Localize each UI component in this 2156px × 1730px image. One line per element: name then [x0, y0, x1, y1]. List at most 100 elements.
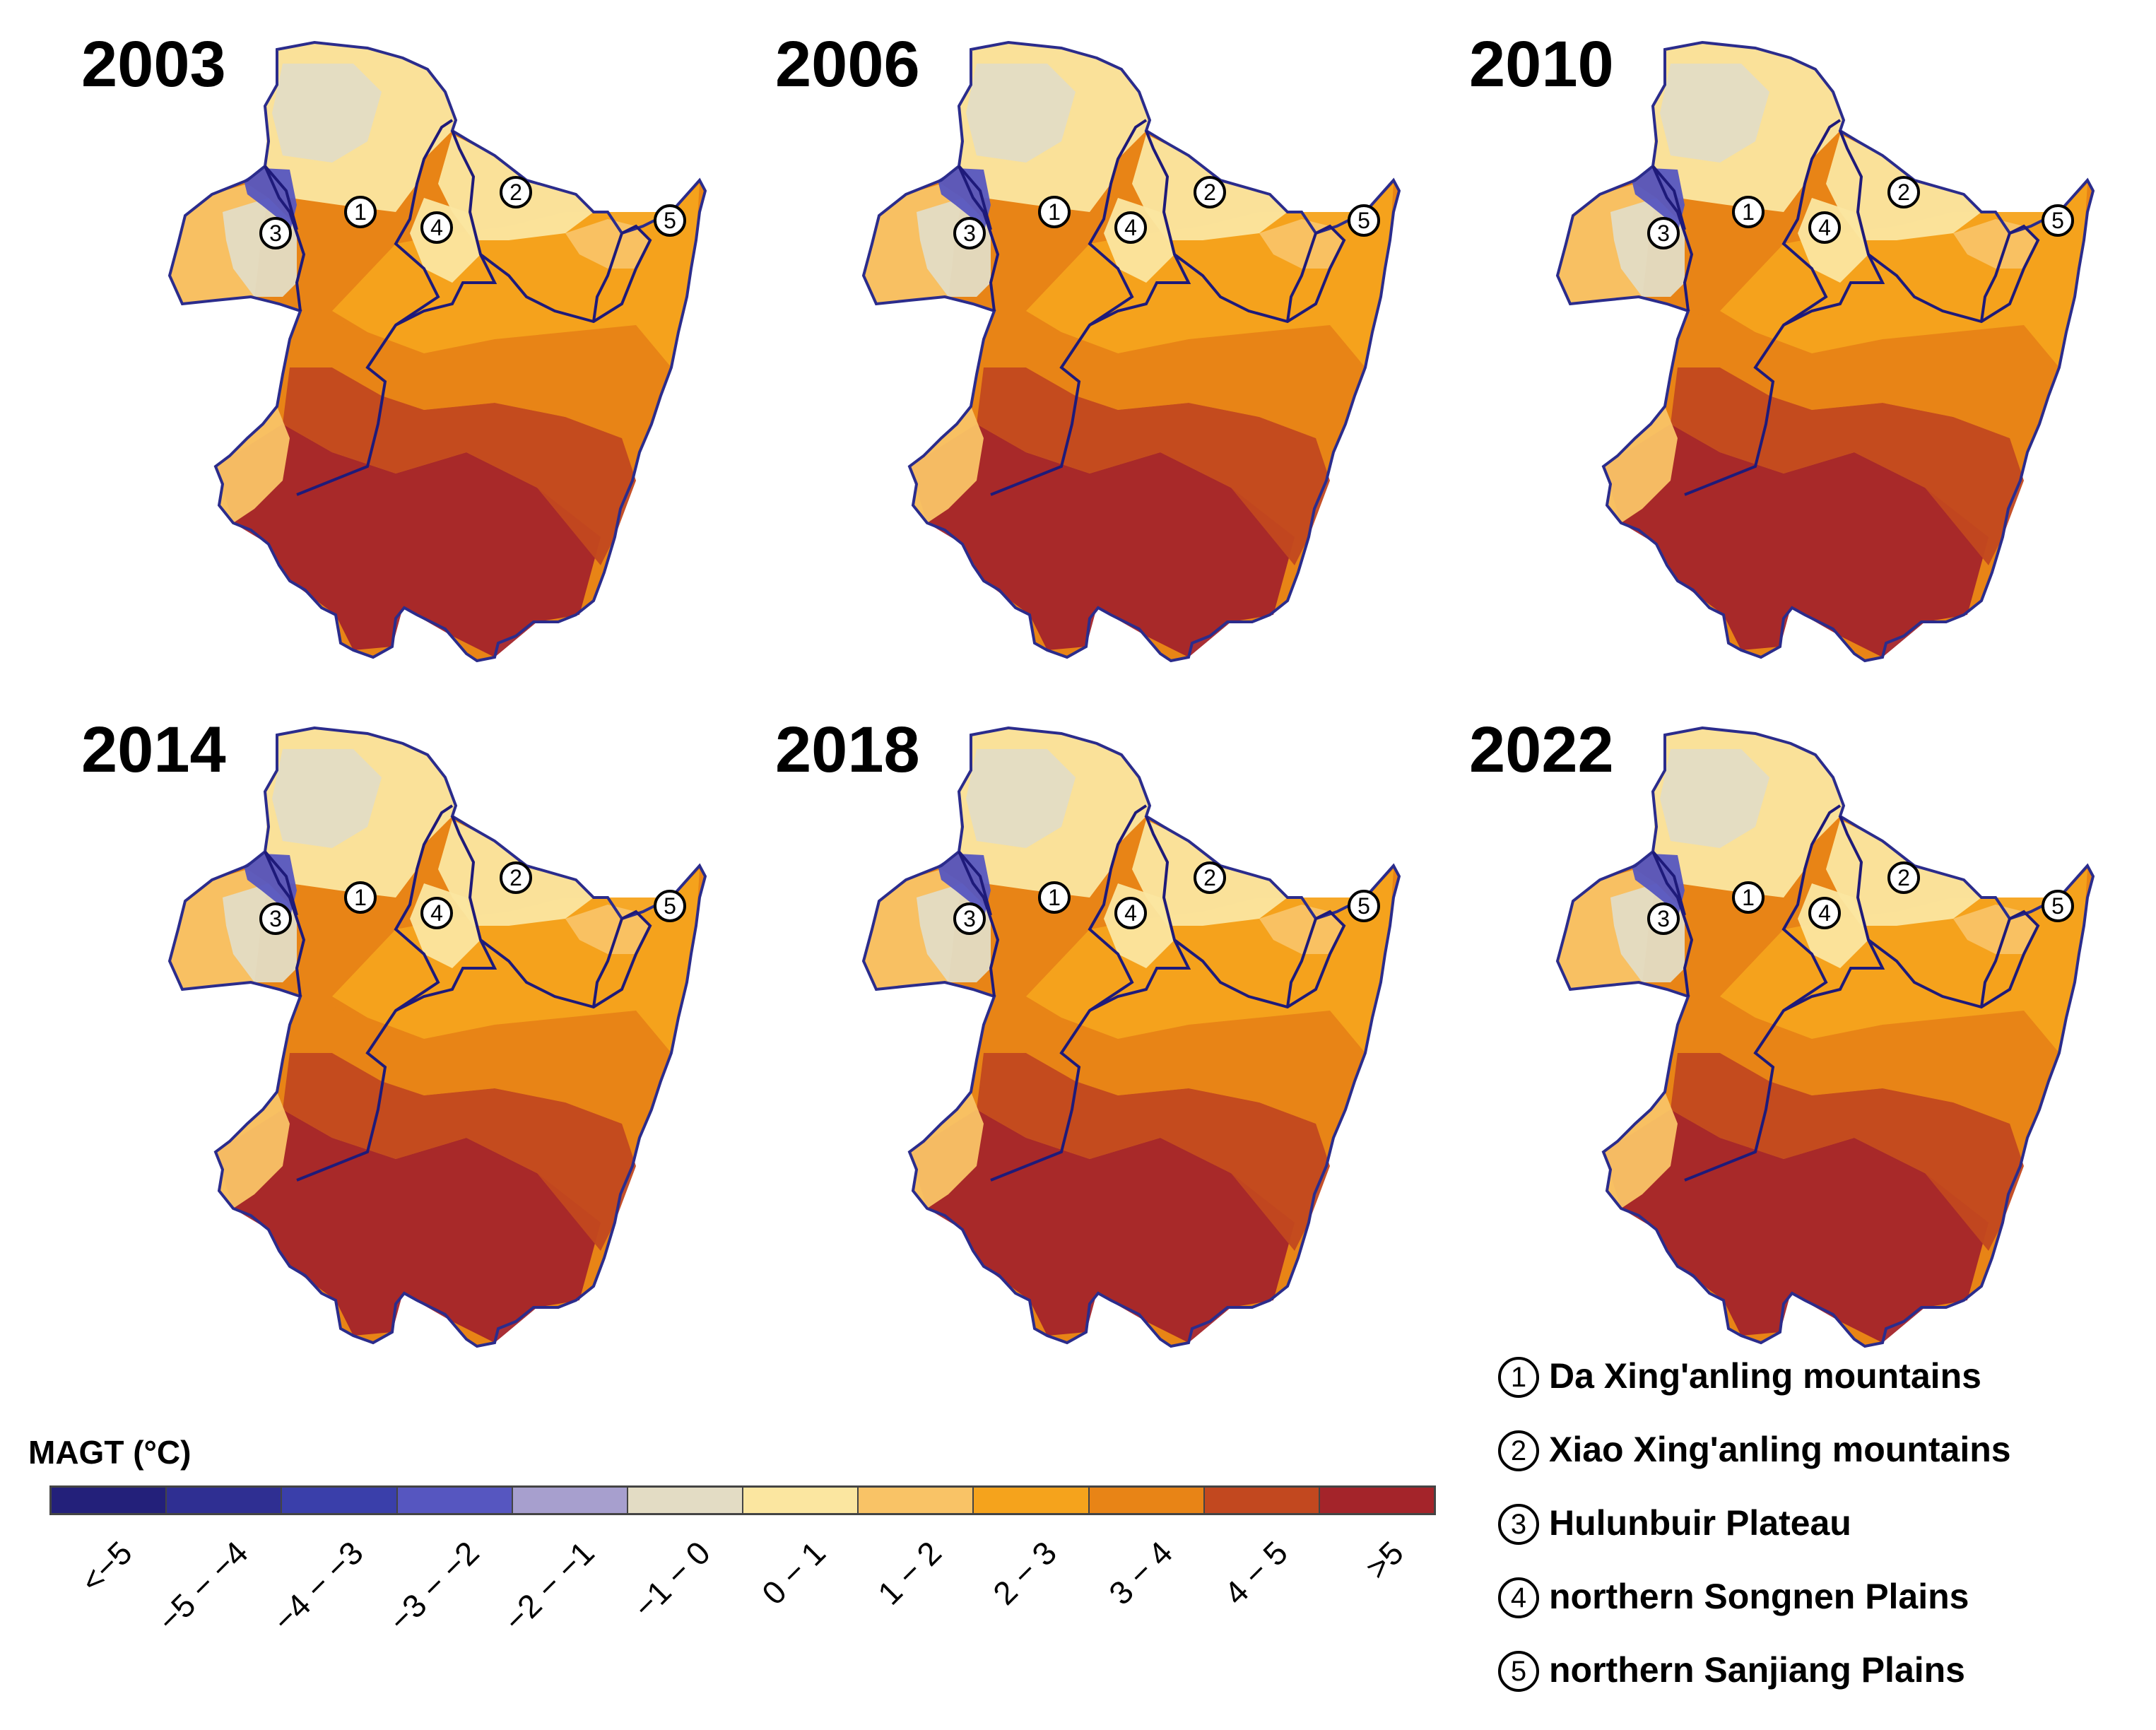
region-number-marker: 3 — [953, 902, 986, 935]
region-number-marker: 2 — [500, 176, 532, 208]
temperature-map — [167, 726, 707, 1348]
legend-number: 5 — [1498, 1651, 1539, 1692]
temperature-zone — [1632, 168, 1685, 233]
region-boundary — [264, 165, 306, 312]
temperature-zone — [909, 1110, 1295, 1343]
study-area-boundary — [1555, 40, 2095, 663]
temperature-map — [1555, 726, 2095, 1348]
colorbar-swatch — [1319, 1488, 1435, 1513]
region-number-marker: 4 — [1808, 897, 1841, 929]
region-number-marker: 3 — [1647, 217, 1680, 249]
colorbar-swatch — [282, 1488, 398, 1513]
temperature-zone — [244, 168, 297, 233]
legend-label: Hulunbuir Plateau — [1549, 1503, 1851, 1543]
region-number-marker: 5 — [654, 890, 686, 922]
region-boundary — [1286, 918, 1317, 1008]
colorbar-tick-label: 3 − 4 — [1101, 1534, 1179, 1612]
legend-number: 2 — [1498, 1430, 1539, 1471]
region-boundary — [1173, 224, 1346, 324]
region-number-marker: 1 — [1732, 881, 1765, 914]
region-boundary — [592, 233, 623, 322]
region-boundary — [1684, 119, 1842, 496]
region-boundary — [1651, 851, 1694, 997]
temperature-zone — [1603, 424, 1989, 657]
map-panel: 2010 1 2 3 4 5 — [1388, 0, 2095, 685]
region-boundary — [592, 918, 623, 1008]
colorbar-swatch — [167, 1488, 283, 1513]
region-boundary — [296, 119, 454, 496]
region-boundary — [1783, 816, 1885, 1012]
legend-label: Xiao Xing'anling mountains — [1549, 1430, 2011, 1469]
colorbar-tick-label: 0 − 1 — [755, 1534, 833, 1612]
map-panel: 2022 1 2 3 4 5 — [1388, 685, 2095, 1371]
region-number-marker: 1 — [1732, 196, 1765, 228]
panel-year-label: 2006 — [775, 28, 920, 100]
temperature-zone — [216, 1110, 601, 1343]
region-number-marker: 1 — [1038, 881, 1071, 914]
region-boundary — [1651, 165, 1686, 230]
colorbar-tick-label: −1 − 0 — [625, 1534, 717, 1625]
region-number-marker: 1 — [344, 196, 377, 228]
temperature-zone — [977, 367, 1330, 565]
temperature-zone — [909, 424, 1295, 657]
region-number-marker: 1 — [344, 881, 377, 914]
region-number-marker: 3 — [953, 217, 986, 249]
region-boundary — [395, 130, 497, 326]
region-boundary — [958, 165, 992, 230]
region-boundary — [1089, 130, 1191, 326]
region-boundary — [958, 851, 1000, 997]
study-area-boundary — [861, 40, 1401, 663]
region-boundary — [479, 224, 652, 324]
region-boundary — [1651, 165, 1694, 312]
temperature-zone — [272, 749, 382, 848]
temperature-zone — [283, 367, 636, 565]
region-number-marker: 4 — [1114, 211, 1147, 244]
temperature-map — [1555, 40, 2095, 663]
colorbar-swatch — [1089, 1488, 1205, 1513]
map-panel: 2018 1 2 3 4 5 — [694, 685, 1401, 1371]
legend-label: northern Sanjiang Plains — [1549, 1650, 1965, 1690]
temperature-zone — [938, 168, 991, 233]
temperature-map — [861, 40, 1401, 663]
temperature-zone — [977, 1053, 1330, 1251]
region-boundary — [958, 165, 1000, 312]
temperature-zone — [1632, 854, 1685, 919]
region-number-marker: 3 — [1647, 902, 1680, 935]
temperature-map — [167, 40, 707, 663]
colorbar-title: MAGT (°C) — [28, 1434, 192, 1471]
region-boundary — [1286, 233, 1317, 322]
legend-label: Da Xing'anling mountains — [1549, 1356, 1981, 1396]
colorbar-swatch — [974, 1488, 1090, 1513]
colorbar-tick-label: −3 − −2 — [381, 1534, 486, 1639]
map-panel: 2003 1 2 3 4 5 — [0, 0, 707, 685]
legend-label: northern Songnen Plains — [1549, 1577, 1969, 1616]
region-boundary — [264, 851, 306, 997]
colorbar-swatch — [743, 1488, 859, 1513]
colorbar-tick-label: >5 — [1357, 1534, 1410, 1587]
colorbar-swatch — [397, 1488, 513, 1513]
colorbar-swatch — [52, 1488, 167, 1513]
map-panel: 2014 1 2 3 4 5 — [0, 685, 707, 1371]
region-boundary — [1089, 816, 1191, 1012]
colorbar-swatch — [628, 1488, 744, 1513]
temperature-zone — [1603, 1092, 1678, 1208]
study-area-boundary — [167, 40, 707, 663]
region-boundary — [990, 804, 1148, 1182]
temperature-zone — [1603, 406, 1678, 523]
temperature-zone — [909, 406, 984, 523]
region-number-marker: 3 — [259, 217, 292, 249]
region-number-marker: 4 — [420, 897, 453, 929]
legend-number: 3 — [1498, 1504, 1539, 1545]
temperature-zone — [966, 749, 1076, 848]
region-boundary — [1867, 224, 2040, 324]
colorbar-tick-label: −2 − −1 — [497, 1534, 602, 1639]
region-number-marker: 4 — [1808, 211, 1841, 244]
legend-number: 1 — [1498, 1357, 1539, 1398]
temperature-zone — [1660, 749, 1769, 848]
region-number-marker: 5 — [654, 204, 686, 237]
temperature-zone — [244, 854, 297, 919]
region-number-marker: 1 — [1038, 196, 1071, 228]
temperature-zone — [216, 424, 601, 657]
region-boundary — [395, 816, 497, 1012]
region-number-marker: 2 — [1194, 176, 1226, 208]
